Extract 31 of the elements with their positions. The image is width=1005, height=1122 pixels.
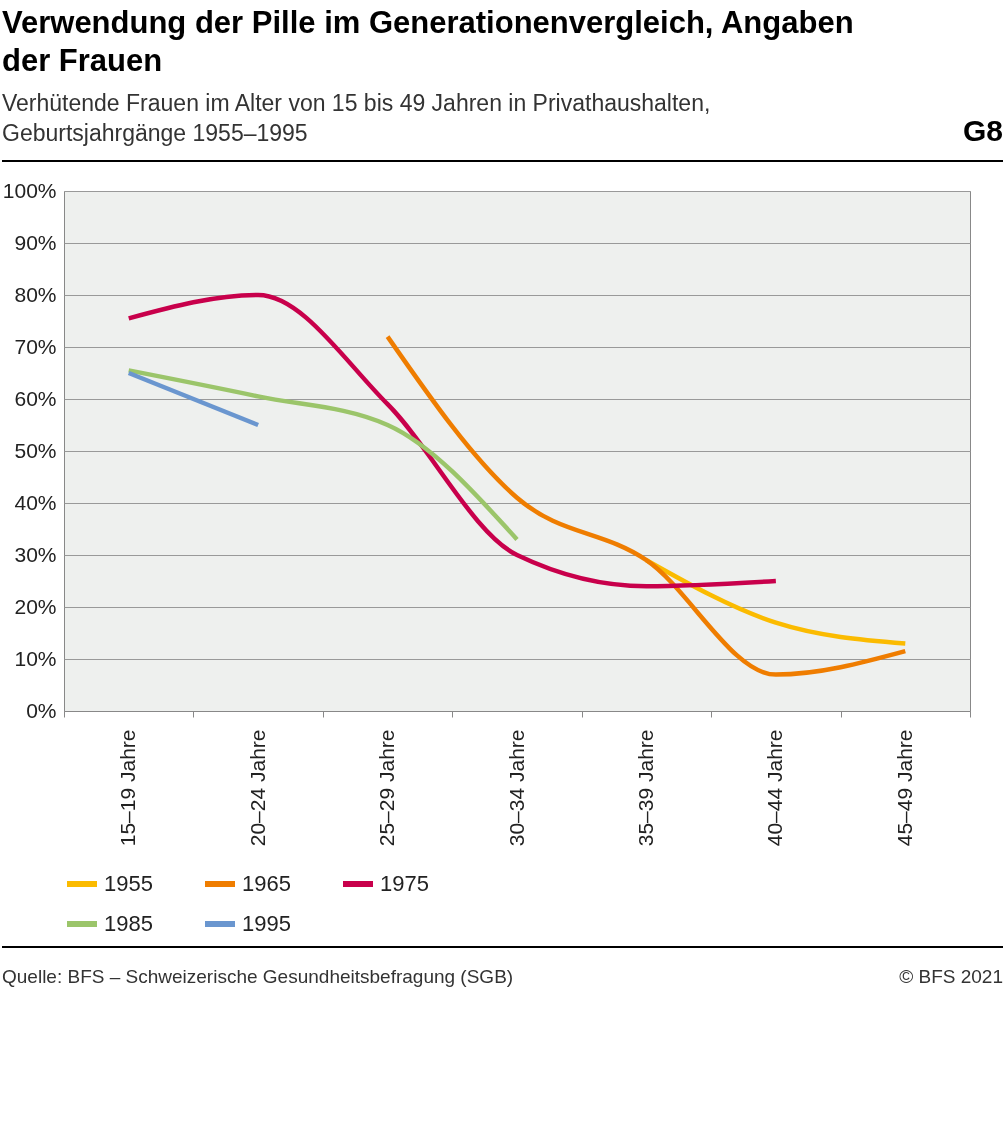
y-tick-label: 60%: [14, 386, 57, 410]
line-series: [385, 334, 908, 677]
chart-subtitle: Verhütende Frauen im Alter von 15 bis 49 Jahren in Privathaushalten, Geburtsjahrgänge 1955–1995: [2, 89, 712, 148]
legend-label: 1975: [380, 871, 429, 896]
x-tick-label: 35–39 Jahre: [633, 729, 657, 847]
y-tick-label: 0%: [26, 698, 57, 722]
line-series: [126, 368, 520, 542]
source-note: Quelle: BFS – Schweizerische Gesundheitsbefragung (SGB): [2, 966, 514, 988]
line-series: [126, 292, 779, 589]
y-tick-label: 50%: [14, 438, 57, 462]
y-tick-label: 70%: [14, 334, 57, 358]
x-tick-label: 40–44 Jahre: [763, 729, 787, 847]
y-tick-label: 20%: [14, 594, 57, 618]
x-tick-label: 45–49 Jahre: [892, 729, 916, 847]
x-tick-label: 30–34 Jahre: [504, 729, 528, 847]
legend-label: 1965: [242, 871, 291, 896]
x-tick-label: 15–19 Jahre: [116, 729, 140, 847]
legend-label: 1995: [242, 911, 291, 936]
x-tick-label: 25–29 Jahre: [375, 729, 399, 847]
text: © BFS 2021: [899, 966, 1003, 988]
chart-title: Verwendung der Pille im Generationenvergleich, Angaben der Frauen: [2, 4, 855, 80]
legend-label: 1955: [104, 871, 153, 896]
text: G8: [962, 114, 1003, 148]
y-tick-label: 80%: [14, 282, 57, 306]
y-tick-label: 40%: [14, 490, 57, 514]
y-tick-label: 10%: [14, 646, 57, 670]
y-tick-label: 30%: [14, 542, 57, 566]
legend-label: 1985: [104, 911, 153, 936]
y-tick-label: 100%: [2, 178, 57, 202]
y-tick-label: 90%: [14, 230, 57, 254]
x-tick-label: 20–24 Jahre: [245, 729, 269, 847]
